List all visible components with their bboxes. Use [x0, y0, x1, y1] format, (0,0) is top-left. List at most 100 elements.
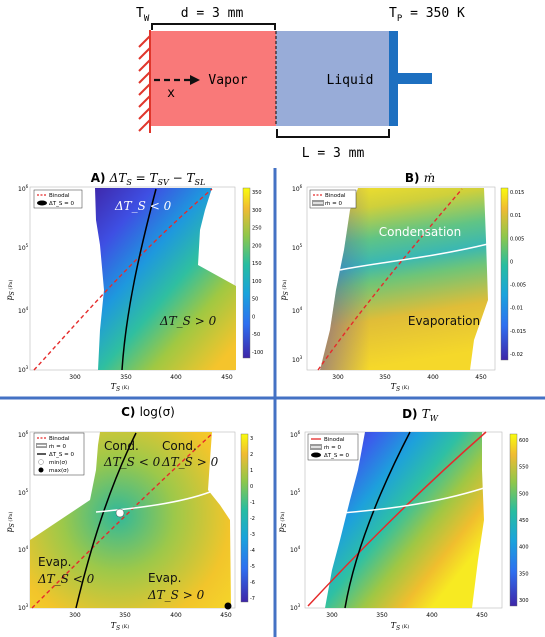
svg-text:Evap.: Evap.: [148, 571, 181, 585]
colorbar-tick-label: 250: [252, 226, 262, 232]
svg-text:106: 106: [18, 430, 29, 439]
panel-a-title: A) ΔTS = TSV − TSL: [91, 171, 206, 187]
panel-d-dts-zero: [344, 431, 411, 609]
colorbar-tick-label: -3: [250, 532, 255, 538]
l-label: L = 3 mm: [302, 146, 365, 160]
panel-c-colorbar-ticks: 3 2 1 0 -1 -2 -3 -4 -5 -6 -7: [250, 436, 255, 602]
colorbar-tick-label: -100: [252, 350, 263, 356]
panel-a-ylabel: pS (Pa): [5, 280, 16, 301]
panel-a-xticks: 300 350 400 450: [69, 374, 233, 381]
panel-c-binodal: [31, 432, 214, 609]
colorbar-tick-label: -2: [250, 516, 255, 522]
svg-text:350: 350: [379, 374, 391, 381]
colorbar-tick-label: -0.01: [510, 306, 523, 312]
svg-text:450: 450: [475, 374, 487, 381]
panel-d-yticks: 106 105 104 103: [290, 430, 301, 612]
panel-c-yticks: 106 105 104 103: [18, 430, 29, 612]
panel-a-dts-zero: [121, 188, 157, 371]
d-bracket: [151, 23, 276, 30]
piston: [389, 31, 398, 126]
svg-text:103: 103: [290, 603, 301, 612]
panel-b-ylabel: pS (Pa): [279, 280, 290, 301]
svg-text:106: 106: [18, 184, 29, 193]
panel-a-field: [95, 188, 236, 370]
panel-b-xticks: 300 350 400 450: [332, 374, 487, 381]
colorbar-tick-label: 2: [250, 452, 253, 458]
svg-text:105: 105: [18, 488, 29, 497]
panel-b-annotation-evap: Evaporation: [408, 314, 480, 328]
colorbar-tick-label: -0.02: [510, 352, 523, 358]
svg-text:300: 300: [332, 374, 344, 381]
panel-c-dts-zero: [75, 432, 137, 609]
svg-text:ΔT_S = 0: ΔT_S = 0: [49, 201, 74, 207]
svg-text:Binodal: Binodal: [49, 193, 70, 199]
panel-b-field-shade: [320, 188, 488, 370]
colorbar-tick-label: 350: [252, 190, 262, 196]
colorbar-tick-label: 50: [252, 297, 258, 303]
vapor-region: [151, 31, 276, 126]
colorbar-tick-label: 450: [519, 518, 529, 524]
panel-c-ylabel: pS (Pa): [5, 512, 16, 533]
vapor-label: Vapor: [208, 73, 247, 88]
svg-text:400: 400: [426, 612, 438, 619]
svg-text:max(σ): max(σ): [49, 468, 69, 474]
svg-text:ΔT_S = 0: ΔT_S = 0: [324, 453, 349, 459]
x-arrowhead: [190, 75, 200, 85]
liquid-label: Liquid: [327, 73, 374, 88]
svg-text:ΔT_S < 0: ΔT_S < 0: [103, 455, 161, 469]
svg-text:104: 104: [18, 545, 29, 554]
d-label: d = 3 mm: [181, 6, 244, 21]
svg-text:103: 103: [292, 355, 303, 364]
svg-text:ṁ = 0: ṁ = 0: [325, 201, 342, 207]
colorbar-tick-label: -7: [250, 596, 255, 602]
panel-c-colorbar: [240, 433, 249, 603]
piston-rod: [398, 73, 432, 84]
panel-b-legend: Binodal ṁ = 0: [309, 189, 357, 209]
panel-a-legend: Binodal ΔT_S = 0: [33, 189, 83, 209]
wall-hatch: [138, 35, 151, 132]
svg-text:Binodal: Binodal: [324, 437, 345, 443]
colorbar-tick-label: -4: [250, 548, 255, 554]
panel-c-annotations: Cond. ΔT_S < 0 Cond. ΔT_S > 0 Evap. ΔT_S…: [37, 439, 219, 602]
colorbar-tick-label: 0.005: [510, 236, 524, 242]
svg-text:350: 350: [119, 612, 131, 619]
panel-d-legend: Binodal ṁ = 0 ΔT_S = 0: [307, 433, 359, 461]
schematic: d = 3 mm L = 3 mm TW TP = 350 K Vapor Li…: [136, 6, 465, 160]
panel-c: C) log(σ) Cond. ΔT_S < 0 Cond. ΔT_S > 0 …: [5, 405, 255, 632]
colorbar-tick-label: 200: [252, 243, 262, 249]
panel-b-title: B) ṁ: [405, 171, 435, 185]
panel-a-colorbar: [242, 187, 251, 359]
colorbar-tick-label: 150: [252, 261, 262, 267]
colorbar-tick-label: 300: [252, 208, 262, 214]
svg-text:350: 350: [376, 612, 388, 619]
panel-b-yticks: 106 105 104 103: [292, 184, 303, 364]
svg-text:400: 400: [170, 374, 182, 381]
panel-d-xlabel: TS (K): [391, 621, 410, 632]
panel-c-title: C) log(σ): [121, 405, 175, 419]
svg-text:300: 300: [326, 612, 338, 619]
svg-text:105: 105: [18, 243, 29, 252]
svg-text:104: 104: [292, 306, 303, 315]
panel-b-colorbar-ticks: 0.015 0.01 0.005 0 -0.005 -0.01 -0.015 -0.02: [510, 190, 526, 358]
liquid-region: [276, 31, 389, 126]
colorbar-tick-label: 400: [519, 545, 529, 551]
panel-c-max-sigma: [224, 602, 232, 610]
svg-text:ΔT_S < 0: ΔT_S < 0: [37, 572, 95, 586]
panel-c-xlabel: TS (K): [111, 621, 130, 632]
svg-text:450: 450: [220, 612, 232, 619]
panel-c-legend: Binodal ṁ = 0 ΔT_S = 0 min(σ) max(σ): [33, 432, 85, 476]
panel-c-min-sigma: [115, 508, 125, 518]
colorbar-tick-label: 100: [252, 279, 262, 285]
svg-text:450: 450: [476, 612, 488, 619]
panel-b-xlabel: TS (K): [391, 382, 410, 393]
svg-text:106: 106: [290, 430, 301, 439]
panel-d-title: D) TW: [402, 407, 439, 423]
colorbar-tick-label: 0: [510, 259, 513, 265]
panel-b-colorbar: [500, 187, 509, 361]
colorbar-tick-label: 0: [252, 314, 255, 320]
panel-d-xticks: 300 350 400 450: [326, 612, 488, 619]
svg-text:Evap.: Evap.: [38, 555, 71, 569]
svg-text:ΔT_S = 0: ΔT_S = 0: [49, 452, 74, 458]
panel-a: A) ΔTS = TSV − TSL ΔT_S < 0 ΔT_S > 0 Bin…: [5, 171, 263, 393]
